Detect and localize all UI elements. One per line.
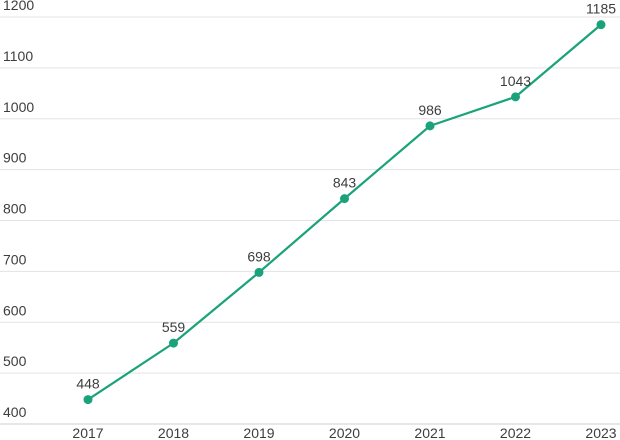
y-tick-label-900: 900 [3,150,27,166]
data-label-2022: 1043 [500,73,531,89]
data-labels: 448 559 698 843 986 1043 1185 [76,1,616,392]
x-tick-label-2018: 2018 [158,425,189,440]
y-tick-label-1100: 1100 [3,48,33,64]
data-point-2021 [425,121,435,131]
data-label-2023: 1185 [586,1,616,17]
data-point-2022 [511,92,520,102]
y-tick-label-1200: 1200 [3,0,34,13]
x-tick-label-2020: 2020 [329,425,360,440]
y-tick-label-600: 600 [3,302,27,318]
y-tick-label-500: 500 [3,353,27,369]
data-label-2020: 843 [333,175,357,191]
data-point-2018 [169,338,178,348]
y-tick-label-400: 400 [3,404,27,420]
x-tick-label-2023: 2023 [585,425,616,440]
x-tick-label-2021: 2021 [414,425,445,440]
data-point-2020 [340,194,349,204]
data-point-2019 [254,267,264,277]
y-tick-label-800: 800 [3,201,27,217]
data-label-2017: 448 [76,376,100,392]
data-label-2018: 559 [162,319,186,335]
x-tick-label-2017: 2017 [72,425,103,440]
gridlines [0,16,620,425]
series-line-group [83,20,606,405]
x-tick-label-2019: 2019 [243,425,274,440]
data-label-2021: 986 [418,102,442,118]
data-point-2017 [83,395,93,405]
data-label-2019: 698 [247,248,271,264]
x-tick-label-2022: 2022 [500,425,531,440]
y-axis-tick-labels: 400 500 600 700 800 900 1000 1100 1200 [3,0,34,420]
y-tick-label-700: 700 [3,251,27,267]
x-axis-tick-labels: 2017 2018 2019 2020 2021 2022 2023 [72,425,616,440]
data-point-2023 [596,20,606,30]
y-tick-label-1000: 1000 [3,99,34,115]
